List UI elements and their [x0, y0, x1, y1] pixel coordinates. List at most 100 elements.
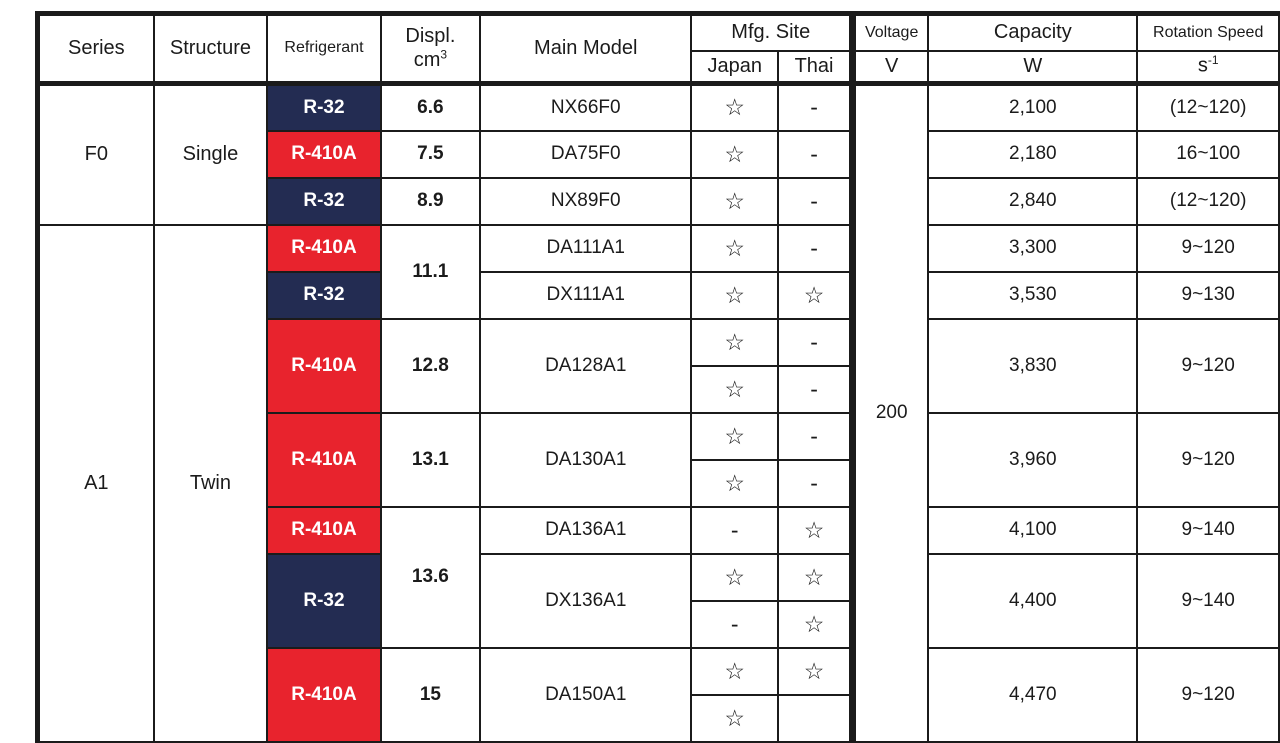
mfg-japan-mark: ☆: [690, 82, 780, 132]
displacement-cell: 7.5: [379, 129, 482, 179]
header-displacement-label: Displ.: [405, 25, 456, 48]
mfg-japan-mark: ☆: [690, 458, 780, 508]
refrigerant-badge: R-410A: [266, 505, 382, 555]
mfg-thai-mark: -: [777, 129, 857, 179]
series-cell: A1: [36, 223, 155, 743]
mfg-japan-mark: ☆: [690, 317, 780, 367]
header-main-model: Main Model: [479, 12, 693, 86]
mfg-japan-mark: ☆: [690, 411, 780, 461]
header-displacement: Displ. cm3: [379, 12, 482, 86]
rotation-cell: 9~140: [1136, 552, 1280, 649]
rotation-cell: (12~120): [1136, 82, 1280, 132]
header-displacement-unit: cm3: [413, 47, 448, 71]
mfg-thai-mark: ☆: [777, 552, 857, 602]
displacement-cell: 13.1: [379, 411, 482, 508]
header-thai: Thai: [777, 49, 857, 86]
capacity-cell: 4,100: [927, 505, 1139, 555]
table-row: A1 Twin R-410A 11.1 DA111A1 ☆ - 3,300 9~…: [36, 223, 1280, 743]
mfg-thai-mark: ☆: [777, 646, 857, 696]
mfg-thai-mark: [777, 693, 857, 743]
header-series: Series: [36, 12, 155, 86]
header-mfg-site: Mfg. Site: [690, 12, 857, 52]
header-rotation-unit: s-1: [1136, 49, 1280, 86]
model-cell: DA130A1: [479, 411, 693, 508]
mfg-thai-mark: ☆: [777, 270, 857, 320]
refrigerant-badge: R-410A: [266, 646, 382, 743]
compressor-spec-table: Series Structure Refrigerant Displ. cm3 …: [35, 11, 1280, 743]
header-voltage-unit: V: [851, 49, 930, 86]
displacement-cell: 8.9: [379, 176, 482, 226]
table-row: F0 Single R-32 6.6 NX66F0 ☆ - 200 2,100 …: [36, 82, 1280, 743]
mfg-japan-mark: ☆: [690, 129, 780, 179]
capacity-cell: 4,400: [927, 552, 1139, 649]
rotation-cell: 9~130: [1136, 270, 1280, 320]
capacity-cell: 2,840: [927, 176, 1139, 226]
header-structure: Structure: [152, 12, 269, 86]
header-voltage: Voltage: [851, 12, 930, 52]
table-row: - ☆: [38, 599, 1280, 649]
table-row: R-410A 12.8 DA128A1 ☆ - 3,830 9~120: [38, 317, 1280, 414]
mfg-japan-mark: ☆: [690, 552, 780, 602]
table-row: ☆ -: [38, 364, 1280, 414]
model-cell: DA128A1: [479, 317, 693, 414]
table-row: ☆ -: [38, 458, 1280, 508]
capacity-cell: 3,960: [927, 411, 1139, 508]
mfg-japan-mark: ☆: [690, 693, 780, 743]
table-header: Series Structure Refrigerant Displ. cm3 …: [36, 12, 1280, 86]
mfg-thai-mark: -: [777, 458, 857, 508]
model-cell: DA136A1: [479, 505, 693, 555]
refrigerant-badge: R-32: [266, 552, 382, 649]
header-refrigerant: Refrigerant: [266, 12, 382, 86]
mfg-thai-mark: -: [777, 411, 857, 461]
displacement-cell: 12.8: [379, 317, 482, 414]
mfg-japan-mark: ☆: [690, 270, 780, 320]
capacity-cell: 3,300: [927, 223, 1139, 273]
capacity-cell: 3,830: [927, 317, 1139, 414]
displacement-cell: 6.6: [379, 82, 482, 132]
model-cell: DA150A1: [479, 646, 693, 743]
structure-cell: Twin: [152, 223, 269, 743]
displacement-cell: 13.6: [379, 505, 482, 649]
mfg-thai-mark: -: [777, 82, 857, 132]
refrigerant-badge: R-410A: [266, 317, 382, 414]
model-cell: DX136A1: [479, 552, 693, 649]
refrigerant-badge: R-32: [266, 270, 382, 320]
table-row: R-32 8.9 NX89F0 ☆ - 2,840 (12~120): [38, 176, 1280, 226]
mfg-japan-mark: ☆: [690, 223, 780, 273]
table-row: R-410A 7.5 DA75F0 ☆ - 2,180 16~100: [38, 129, 1280, 179]
capacity-cell: 2,180: [927, 129, 1139, 179]
mfg-japan-mark: ☆: [690, 176, 780, 226]
displacement-cell: 11.1: [379, 223, 482, 320]
structure-cell: Single: [152, 82, 269, 226]
table-row: R-410A 13.6 DA136A1 - ☆ 4,100 9~140: [38, 505, 1280, 649]
mfg-thai-mark: ☆: [777, 505, 857, 555]
header-japan: Japan: [690, 49, 780, 86]
mfg-japan-mark: -: [690, 505, 780, 555]
rotation-cell: 9~120: [1136, 646, 1280, 743]
rotation-cell: (12~120): [1136, 176, 1280, 226]
header-capacity-unit: W: [927, 49, 1139, 86]
rotation-cell: 9~120: [1136, 223, 1280, 273]
mfg-thai-mark: -: [777, 317, 857, 367]
voltage-cell: 200: [851, 82, 930, 743]
table-row: R-410A 13.1 DA130A1 ☆ - 3,960 9~120: [38, 411, 1280, 508]
model-cell: NX66F0: [479, 82, 693, 132]
refrigerant-badge: R-32: [266, 176, 382, 226]
refrigerant-badge: R-32: [266, 82, 382, 132]
refrigerant-badge: R-410A: [266, 411, 382, 508]
mfg-thai-mark: -: [777, 176, 857, 226]
capacity-cell: 3,530: [927, 270, 1139, 320]
displacement-cell: 15: [379, 646, 482, 743]
model-cell: DA75F0: [479, 129, 693, 179]
mfg-japan-mark: -: [690, 599, 780, 649]
model-cell: NX89F0: [479, 176, 693, 226]
capacity-cell: 4,470: [927, 646, 1139, 743]
refrigerant-badge: R-410A: [266, 129, 382, 179]
rotation-cell: 16~100: [1136, 129, 1280, 179]
rotation-cell: 9~120: [1136, 317, 1280, 414]
rotation-cell: 9~140: [1136, 505, 1280, 555]
mfg-thai-mark: ☆: [777, 599, 857, 649]
header-capacity: Capacity: [927, 12, 1139, 52]
mfg-japan-mark: ☆: [690, 364, 780, 414]
mfg-thai-mark: -: [777, 223, 857, 273]
